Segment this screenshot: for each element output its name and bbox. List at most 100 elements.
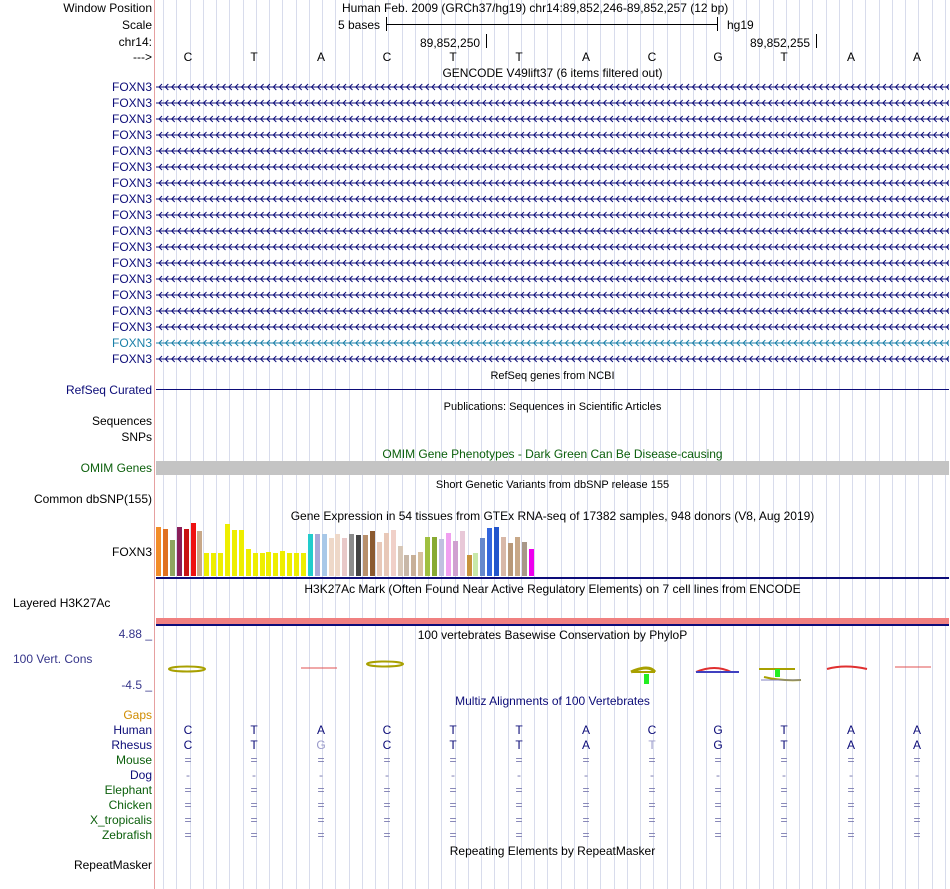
gtex-tissue-bar[interactable] xyxy=(452,541,458,576)
gencode-transcript-foxn3[interactable] xyxy=(156,128,949,142)
gtex-tissue-bar[interactable] xyxy=(266,552,272,576)
refseq-gene-line[interactable] xyxy=(156,389,949,390)
gtex-tissue-bar[interactable] xyxy=(162,529,168,576)
gencode-gene-label-foxn3[interactable]: FOXN3 xyxy=(111,160,152,174)
gencode-gene-label-foxn3[interactable]: FOXN3 xyxy=(111,112,152,126)
gtex-tissue-bar[interactable] xyxy=(259,553,265,576)
species-label[interactable]: X_tropicalis xyxy=(89,813,152,827)
gtex-tissue-bar[interactable] xyxy=(252,553,258,576)
gencode-transcript-foxn3[interactable] xyxy=(156,112,949,126)
gencode-transcript-foxn3[interactable] xyxy=(156,192,949,206)
omim-gene-bar[interactable] xyxy=(156,461,949,475)
gtex-tissue-bar[interactable] xyxy=(521,542,527,576)
gencode-gene-label-foxn3[interactable]: FOXN3 xyxy=(111,272,152,286)
gencode-gene-label-foxn3[interactable]: FOXN3 xyxy=(111,208,152,222)
gencode-gene-label-foxn3[interactable]: FOXN3 xyxy=(111,144,152,158)
gencode-gene-label-foxn3[interactable]: FOXN3 xyxy=(111,304,152,318)
gtex-tissue-bar[interactable] xyxy=(238,530,244,576)
gencode-gene-label-foxn3[interactable]: FOXN3 xyxy=(111,320,152,334)
gencode-transcript-foxn3[interactable] xyxy=(156,144,949,158)
gtex-tissue-bar[interactable] xyxy=(356,535,362,576)
gencode-transcript-foxn3[interactable] xyxy=(156,352,949,366)
repeatmasker-track-label[interactable]: RepeatMasker xyxy=(73,858,152,872)
gtex-tissue-bar[interactable] xyxy=(507,543,513,576)
publications-track-title[interactable]: Publications: Sequences in Scientific Ar… xyxy=(443,401,662,413)
gencode-transcript-foxn3[interactable] xyxy=(156,80,949,94)
refseq-track-label[interactable]: RefSeq Curated xyxy=(65,383,152,397)
gtex-tissue-bar[interactable] xyxy=(156,527,161,576)
h3k27ac-track-title[interactable]: H3K27Ac Mark (Often Found Near Active Re… xyxy=(304,582,801,596)
gtex-tissue-bar[interactable] xyxy=(432,537,437,576)
gtex-tissue-bar[interactable] xyxy=(176,527,182,576)
gencode-gene-label-foxn3[interactable]: FOXN3 xyxy=(111,256,152,270)
gtex-tissue-bar[interactable] xyxy=(273,553,279,576)
gtex-tissue-bar[interactable] xyxy=(528,549,534,576)
snps-track-label[interactable]: SNPs xyxy=(121,430,152,444)
gencode-transcript-foxn3[interactable] xyxy=(156,208,949,222)
gtex-tissue-bar[interactable] xyxy=(321,534,327,576)
gencode-gene-label-foxn3[interactable]: FOXN3 xyxy=(111,288,152,302)
gencode-gene-label-foxn3[interactable]: FOXN3 xyxy=(111,96,152,110)
gtex-tissue-bar[interactable] xyxy=(231,530,237,576)
gencode-gene-label-foxn3[interactable]: FOXN3 xyxy=(111,176,152,190)
gtex-tissue-bar[interactable] xyxy=(383,533,389,576)
gtex-tissue-bar[interactable] xyxy=(342,538,348,576)
gtex-tissue-bar[interactable] xyxy=(190,523,196,576)
gencode-gene-label-foxn3[interactable]: FOXN3 xyxy=(111,128,152,142)
gencode-track-title[interactable]: GENCODE V49lift37 (6 items filtered out) xyxy=(442,66,663,80)
gtex-tissue-bar[interactable] xyxy=(494,527,500,576)
species-label[interactable]: Rhesus xyxy=(111,738,152,752)
gtex-tissue-bar[interactable] xyxy=(411,555,417,576)
gtex-tissue-bar[interactable] xyxy=(363,535,368,576)
gtex-tissue-bar[interactable] xyxy=(294,553,299,576)
gencode-gene-label-foxn3[interactable]: FOXN3 xyxy=(111,192,152,206)
phylop-conservation-plot[interactable] xyxy=(155,650,950,690)
gtex-tissue-bar[interactable] xyxy=(225,524,230,576)
gtex-tissue-bar[interactable] xyxy=(280,551,286,576)
sequences-track-label[interactable]: Sequences xyxy=(91,414,152,428)
gencode-transcript-foxn3[interactable] xyxy=(156,304,949,318)
gtex-tissue-bar[interactable] xyxy=(218,553,224,576)
gtex-tissue-bar[interactable] xyxy=(211,553,217,576)
gencode-transcript-foxn3[interactable] xyxy=(156,240,949,254)
gencode-gene-label-foxn3[interactable]: FOXN3 xyxy=(111,240,152,254)
gtex-tissue-bar[interactable] xyxy=(418,552,424,576)
gtex-tissue-bar[interactable] xyxy=(287,553,293,576)
gtex-tissue-bar[interactable] xyxy=(514,537,520,576)
species-label[interactable]: Mouse xyxy=(115,753,152,767)
gtex-tissue-bar[interactable] xyxy=(204,553,210,576)
gencode-gene-label-foxn3[interactable]: FOXN3 xyxy=(111,80,152,94)
phylop-track-title[interactable]: 100 vertebrates Basewise Conservation by… xyxy=(417,628,688,642)
species-label[interactable]: Chicken xyxy=(108,798,152,812)
gtex-tissue-bar[interactable] xyxy=(480,538,486,576)
gtex-tissue-bar[interactable] xyxy=(183,529,189,576)
gtex-tissue-bar[interactable] xyxy=(445,533,451,576)
dbsnp-track-label[interactable]: Common dbSNP(155) xyxy=(33,492,152,506)
omim-track-label[interactable]: OMIM Genes xyxy=(80,461,152,475)
gtex-gene-label[interactable]: FOXN3 xyxy=(111,545,152,559)
omim-track-title[interactable]: OMIM Gene Phenotypes - Dark Green Can Be… xyxy=(382,447,723,461)
gtex-bar-chart[interactable] xyxy=(156,523,536,576)
dbsnp-track-title[interactable]: Short Genetic Variants from dbSNP releas… xyxy=(435,479,670,491)
gtex-tissue-bar[interactable] xyxy=(487,528,493,576)
gtex-tissue-bar[interactable] xyxy=(197,531,203,576)
gtex-tissue-bar[interactable] xyxy=(369,531,375,576)
gtex-tissue-bar[interactable] xyxy=(501,537,506,576)
h3k27ac-track-label[interactable]: Layered H3K27Ac xyxy=(13,596,111,610)
gencode-transcript-foxn3[interactable] xyxy=(156,336,949,350)
gtex-tissue-bar[interactable] xyxy=(328,538,334,576)
species-label[interactable]: Elephant xyxy=(104,783,152,797)
gtex-tissue-bar[interactable] xyxy=(376,542,382,576)
gtex-tissue-bar[interactable] xyxy=(335,534,341,576)
refseq-track-title[interactable]: RefSeq genes from NCBI xyxy=(490,370,615,382)
h3k27ac-signal-bar[interactable] xyxy=(156,618,949,624)
gtex-tissue-bar[interactable] xyxy=(438,539,444,576)
multiz-track-title[interactable]: Multiz Alignments of 100 Vertebrates xyxy=(455,694,650,708)
gtex-tissue-bar[interactable] xyxy=(300,553,306,576)
gencode-transcript-foxn3[interactable] xyxy=(156,224,949,238)
gtex-tissue-bar[interactable] xyxy=(466,555,472,576)
gtex-tissue-bar[interactable] xyxy=(404,555,410,576)
gtex-tissue-bar[interactable] xyxy=(349,534,355,576)
gtex-tissue-bar[interactable] xyxy=(459,531,465,576)
gencode-transcript-foxn3[interactable] xyxy=(156,288,949,302)
